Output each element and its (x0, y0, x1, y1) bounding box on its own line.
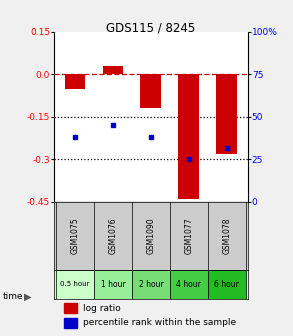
Text: 1 hour: 1 hour (100, 280, 125, 289)
Text: log ratio: log ratio (83, 304, 121, 313)
Text: GSM1076: GSM1076 (108, 217, 117, 254)
Bar (178, 74, 199, 199)
Bar (94, 269, 132, 299)
Bar (103, 66, 123, 74)
Text: ▶: ▶ (24, 291, 32, 301)
Text: 4 hour: 4 hour (176, 280, 201, 289)
Bar (132, 269, 170, 299)
Bar (208, 269, 246, 299)
Bar (140, 74, 161, 108)
Text: time: time (3, 292, 23, 301)
Text: GSM1078: GSM1078 (222, 217, 231, 254)
Text: GSM1075: GSM1075 (71, 217, 80, 254)
Bar (56, 269, 94, 299)
Bar (170, 269, 208, 299)
Text: 6 hour: 6 hour (214, 280, 239, 289)
Bar (64, 318, 77, 328)
Text: percentile rank within the sample: percentile rank within the sample (83, 318, 236, 327)
Bar (65, 74, 86, 88)
Text: 2 hour: 2 hour (139, 280, 163, 289)
Text: GSM1077: GSM1077 (184, 217, 193, 254)
Text: GSM1090: GSM1090 (146, 217, 155, 254)
Bar (64, 303, 77, 313)
Bar (216, 74, 237, 154)
Text: 0.5 hour: 0.5 hour (60, 281, 90, 287)
Text: GDS115 / 8245: GDS115 / 8245 (106, 22, 195, 35)
